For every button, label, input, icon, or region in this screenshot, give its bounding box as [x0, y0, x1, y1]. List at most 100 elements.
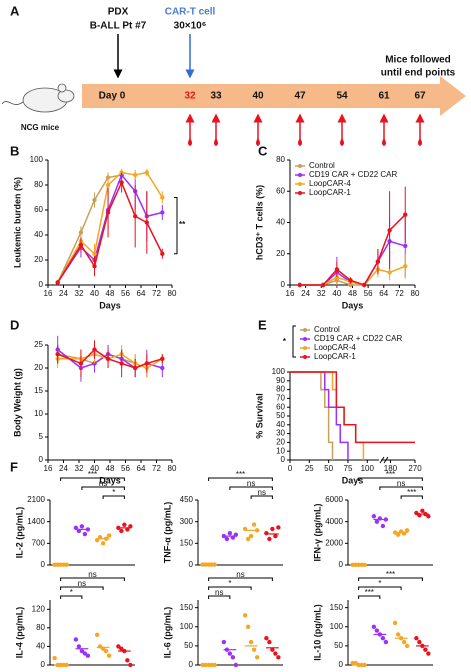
point	[132, 214, 138, 219]
significance-bracket	[400, 495, 423, 499]
timeline-arrow	[82, 76, 466, 116]
x-tick-label: 80	[168, 289, 177, 298]
y-axis-title: IL-6 (pg/mL)	[162, 607, 172, 659]
x-axis-title: Days	[99, 300, 121, 310]
point	[233, 662, 239, 668]
y-tick-label: 0	[41, 660, 46, 669]
y-axis-title: IFN-γ (pg/mL)	[312, 504, 322, 562]
legend-label: CD19 CAR + CD22 CAR	[314, 334, 402, 343]
point	[78, 242, 84, 248]
point	[73, 637, 79, 642]
y-tick-label: 20	[34, 255, 43, 264]
legend-label: Control	[309, 161, 335, 170]
day-label: 54	[336, 91, 348, 102]
x-tick-label: 16	[44, 289, 53, 298]
legend-marker	[303, 328, 307, 332]
x-tick-label: 72	[152, 289, 161, 298]
y-tick-label: 30	[276, 429, 285, 438]
point	[267, 536, 272, 542]
point	[273, 651, 278, 656]
blood-drop	[256, 138, 260, 146]
significance-bracket	[358, 595, 381, 599]
y-tick-label: 70	[276, 394, 285, 403]
point	[94, 632, 100, 638]
point	[362, 282, 367, 288]
x-tick-label: 72	[395, 289, 404, 298]
point	[371, 514, 377, 519]
x-tick-label: 40	[90, 464, 99, 473]
x-tick-label: 64	[379, 289, 388, 298]
x-tick-label: 32	[75, 464, 84, 473]
y-tick-label: 1400	[27, 517, 45, 526]
point	[387, 228, 392, 233]
cart-title: CAR-T cell	[165, 7, 216, 18]
point	[100, 541, 106, 546]
point	[221, 639, 227, 645]
point	[119, 180, 124, 185]
point	[105, 356, 111, 361]
legend-label: LoopCAR-1	[314, 352, 356, 361]
y-tick-label: 150	[180, 538, 194, 547]
y-tick-label: 100	[272, 367, 286, 376]
y-tick-label: 450	[180, 495, 194, 504]
y-axis-title: IL-4 (pg/mL)	[14, 607, 24, 659]
point	[414, 636, 419, 641]
x-tick-label: 72	[152, 464, 161, 473]
x-axis-title: Days	[99, 475, 121, 485]
legend-marker	[303, 346, 307, 350]
point	[92, 251, 97, 256]
point	[395, 632, 401, 637]
significance-label: ns	[397, 479, 405, 488]
significance-bracket	[208, 595, 231, 599]
y-tick-label: 40	[36, 642, 45, 651]
point	[132, 365, 138, 371]
series-line	[299, 214, 406, 286]
point	[334, 267, 340, 272]
point	[52, 655, 57, 661]
day-label: 61	[378, 91, 390, 102]
panel-label: D	[10, 317, 19, 332]
point	[348, 278, 353, 283]
point	[245, 624, 251, 629]
y-tick-label: 100	[180, 622, 194, 631]
significance-bracket	[358, 477, 423, 481]
survival-curve	[290, 371, 365, 460]
y-axis-title: IL-10 (pg/mL)	[312, 604, 322, 661]
x-tick-label: 24	[301, 289, 310, 298]
point	[105, 182, 111, 188]
point	[297, 282, 302, 288]
point	[79, 524, 85, 529]
point	[119, 528, 124, 534]
significance-label: ns	[236, 570, 244, 579]
significance-bracket	[208, 586, 252, 590]
significance-bracket	[81, 486, 125, 490]
legend-label: Control	[314, 325, 340, 334]
point	[85, 653, 91, 658]
significance-bracket	[102, 495, 125, 499]
point	[122, 522, 127, 527]
panel-label: E	[258, 317, 267, 332]
point	[273, 533, 278, 539]
y-tick-label: 60	[276, 402, 285, 411]
point	[276, 525, 281, 530]
y-tick-label: 700	[32, 538, 46, 547]
significance-label: *	[228, 579, 231, 588]
point	[144, 361, 150, 366]
point	[78, 230, 84, 235]
point	[132, 172, 138, 178]
point	[251, 522, 257, 527]
y-tick-label: 0	[189, 560, 194, 569]
y-tick-label: 0	[281, 455, 286, 464]
panel-label: F	[10, 459, 18, 474]
significance-label: ns	[215, 588, 223, 597]
point	[160, 356, 165, 361]
y-tick-label: 80	[36, 623, 45, 632]
point	[128, 662, 133, 668]
blood-drop	[214, 138, 218, 146]
significance-bracket	[292, 325, 296, 358]
point	[55, 280, 60, 285]
significance-bracket	[358, 586, 402, 590]
significance-label: ns	[88, 570, 96, 579]
blood-drop	[298, 138, 302, 146]
legend-label: LoopCAR-4	[314, 343, 356, 352]
